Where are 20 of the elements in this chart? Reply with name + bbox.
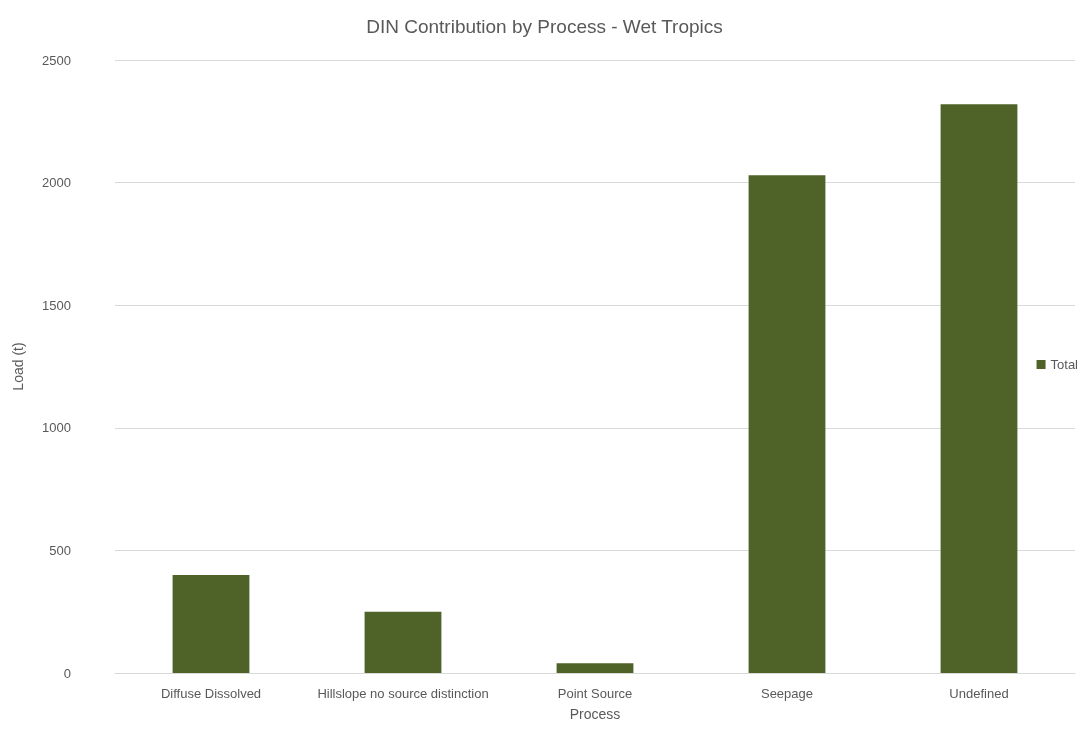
y-tick-label: 1500 bbox=[42, 297, 71, 313]
x-tick-label: Seepage bbox=[760, 686, 814, 701]
y-tick-label: 2500 bbox=[42, 52, 71, 68]
bar bbox=[172, 574, 250, 673]
bar bbox=[364, 611, 442, 673]
y-tick-label: 0 bbox=[63, 665, 71, 681]
bar bbox=[556, 663, 634, 673]
x-tick-label: Undefined bbox=[949, 686, 1009, 701]
y-tick-label: 2000 bbox=[42, 175, 71, 191]
x-tick-label: Point Source bbox=[557, 686, 633, 701]
y-tick-label: 1000 bbox=[42, 420, 71, 436]
legend-label: Total bbox=[1050, 357, 1079, 372]
y-axis-title: Load (t) bbox=[10, 342, 26, 391]
x-axis-title: Process bbox=[569, 706, 621, 722]
x-tick-label: Hillslope no source distinction bbox=[317, 686, 489, 701]
bar bbox=[748, 175, 826, 673]
bar bbox=[940, 104, 1018, 673]
x-tick-label: Diffuse Dissolved bbox=[160, 686, 262, 701]
chart-title: DIN Contribution by Process - Wet Tropics bbox=[366, 16, 723, 37]
y-tick-label: 500 bbox=[49, 542, 71, 558]
